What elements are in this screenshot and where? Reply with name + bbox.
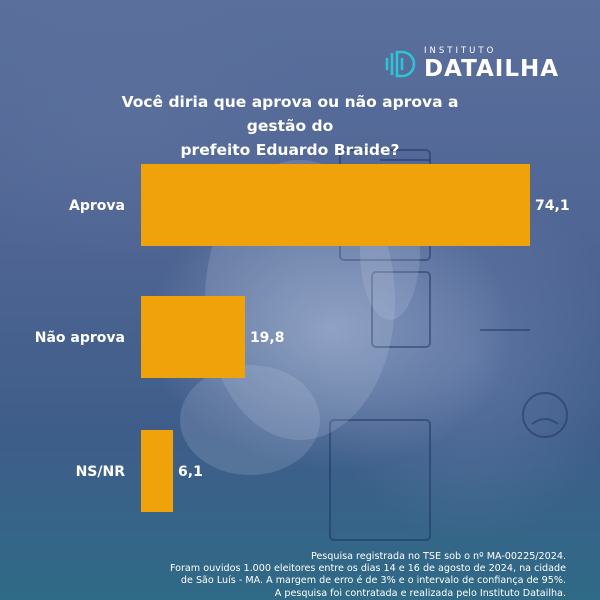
- chart-title: Você diria que aprova ou não aprova a ge…: [90, 90, 490, 162]
- bar-0: [141, 164, 531, 246]
- methodology-line-2: Foram ouvidos 1.000 eleitores entre os d…: [169, 563, 566, 575]
- methodology-line-4: A pesquisa foi contratada e realizada pe…: [274, 587, 566, 599]
- value-label-0: 74,1: [535, 198, 570, 214]
- logo-subtitle: INSTITUTO: [424, 46, 497, 56]
- methodology-note: Pesquisa registrada no TSE sob o nº MA-0…: [86, 551, 566, 600]
- category-label-2: NS/NR: [76, 464, 126, 480]
- chart-title-line-2: prefeito Eduardo Braide?: [180, 141, 400, 159]
- methodology-line-3: de São Luís - MA. A margem de erro é de …: [180, 575, 566, 587]
- logo-name: DATAILHA: [424, 56, 560, 82]
- methodology-line-1: Pesquisa registrada no TSE sob o nº MA-0…: [310, 551, 566, 562]
- category-label-0: Aprova: [69, 198, 125, 214]
- datailha-logo-icon: [385, 50, 416, 78]
- category-label-1: Não aprova: [35, 330, 125, 346]
- value-label-2: 6,1: [178, 464, 203, 480]
- chart-title-line-1: Você diria que aprova ou não aprova a ge…: [121, 93, 459, 135]
- bar-1: [141, 296, 245, 378]
- value-label-1: 19,8: [250, 330, 285, 346]
- datailha-logo: INSTITUTO DATAILHA: [384, 44, 574, 84]
- bar-2: [141, 430, 174, 512]
